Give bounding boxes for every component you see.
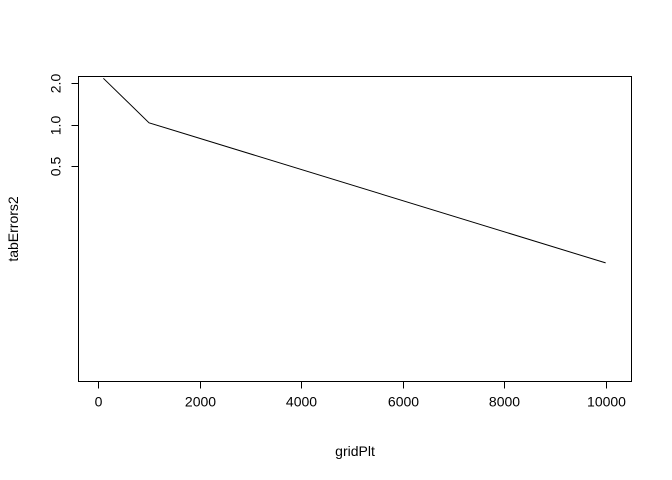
- y-axis: 0.5 1.0 2.0: [48, 74, 79, 177]
- x-tick-label: 4000: [286, 394, 317, 410]
- y-tick-label: 1.0: [48, 116, 64, 136]
- plot-frame: [78, 76, 632, 382]
- series-line: [103, 77, 606, 264]
- x-tick-label: 6000: [388, 394, 419, 410]
- x-tick-label: 8000: [489, 394, 520, 410]
- x-tick-label: 0: [95, 394, 103, 410]
- x-tick-label: 2000: [185, 394, 216, 410]
- y-axis-title: tabErrors2: [5, 196, 21, 262]
- x-axis: 0 2000 4000 6000 8000 10000: [95, 381, 626, 410]
- y-tick-label: 2.0: [48, 74, 64, 94]
- x-tick-label: 10000: [587, 394, 626, 410]
- y-tick-label: 0.5: [48, 157, 64, 177]
- x-axis-title: gridPlt: [335, 443, 375, 459]
